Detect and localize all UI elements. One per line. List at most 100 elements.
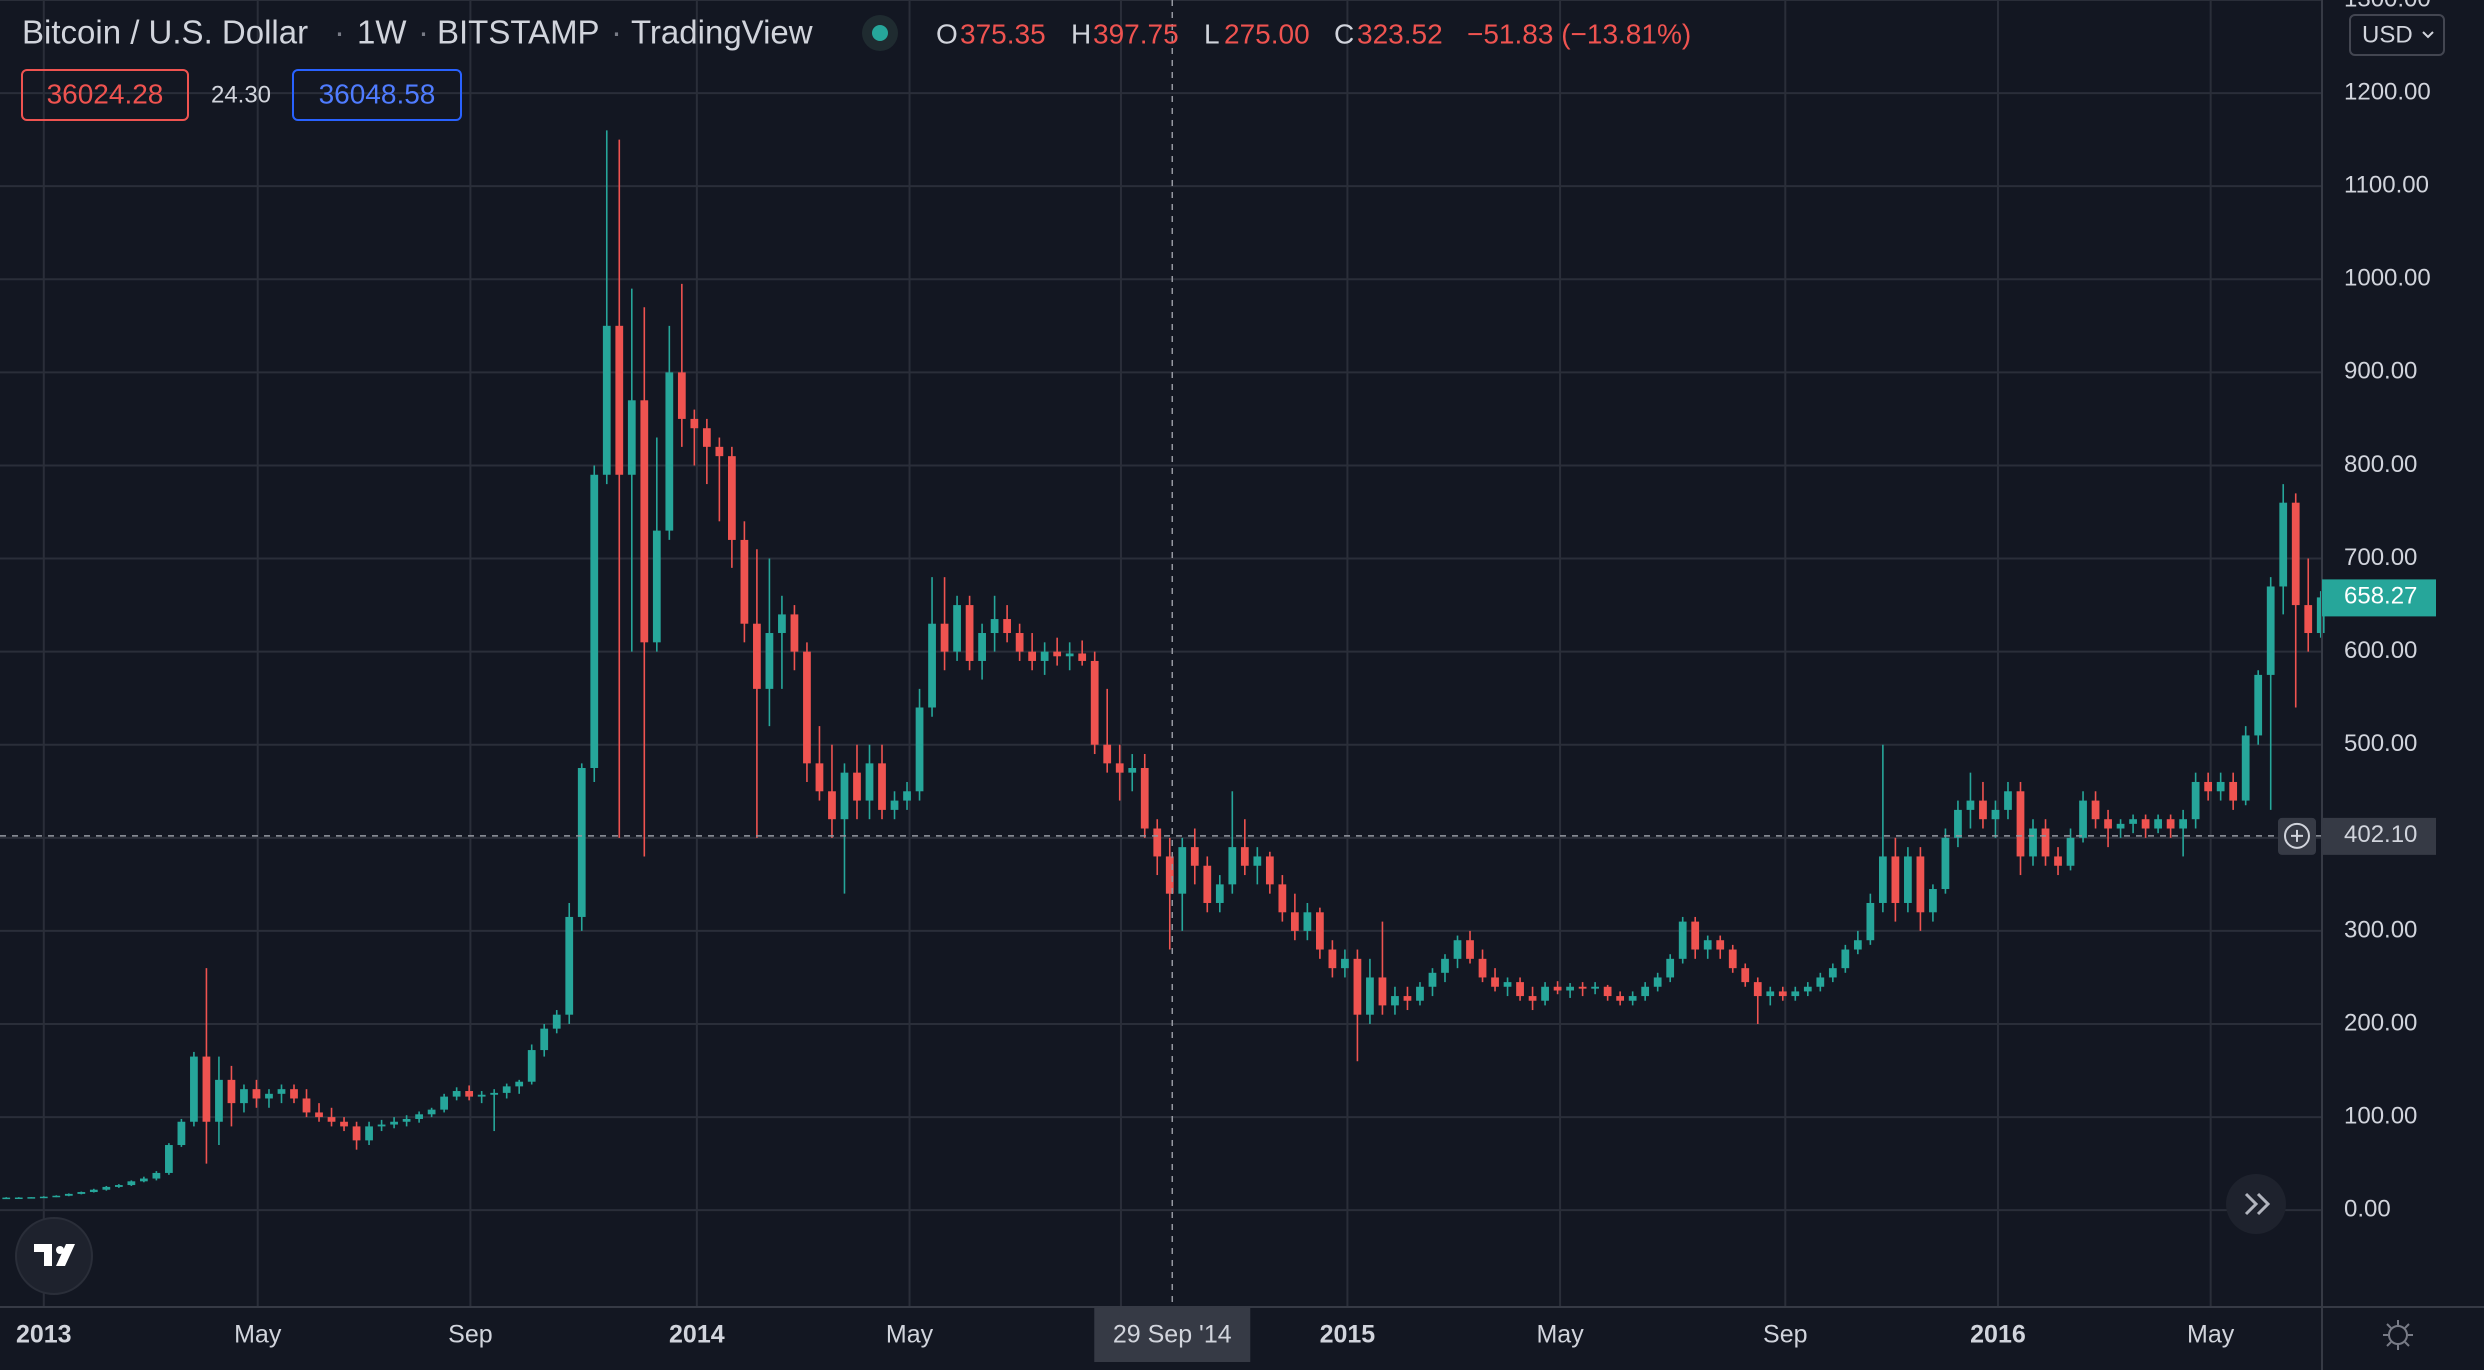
candle-body [515, 1081, 524, 1087]
candle-body [1453, 940, 1462, 959]
candle-body [915, 707, 924, 792]
candle-body [590, 474, 599, 769]
candle-body [865, 763, 874, 801]
candle-body [2116, 823, 2125, 829]
candle-body [2141, 819, 2150, 829]
candle-body [1503, 982, 1512, 987]
candle-body [2004, 791, 2012, 810]
close-label: C [1334, 18, 1354, 49]
candle-body [1203, 865, 1212, 903]
candle-body [2266, 586, 2275, 675]
candle-body [1253, 856, 1262, 866]
candle-body [1466, 940, 1474, 959]
candle-body [377, 1124, 386, 1127]
y-tick-label: 1300.00 [2344, 0, 2431, 12]
candle-body [627, 400, 636, 475]
candle-body [702, 428, 711, 447]
candle-body [1428, 972, 1437, 987]
candle-body [2179, 819, 2188, 829]
candle-body [1628, 996, 1637, 1001]
candle-body [778, 614, 786, 634]
candle-body [1516, 982, 1524, 997]
candle-body [2254, 674, 2263, 736]
candle-body [240, 1089, 248, 1104]
candle-body [1916, 856, 1925, 913]
candle-body [1566, 986, 1574, 991]
x-tick-label: 2014 [669, 1321, 725, 1349]
candle-body [1591, 986, 1600, 989]
candle-body [1678, 921, 1687, 959]
candle-body [1528, 996, 1537, 1001]
candle-body [327, 1117, 336, 1122]
candle-body [202, 1056, 211, 1122]
symbol: Bitcoin / U.S. Dollar [22, 14, 308, 51]
currency: USD [2362, 21, 2413, 48]
x-tick-label: Sep [1763, 1321, 1807, 1349]
candle-body [302, 1098, 311, 1113]
y-tick-label: 0.00 [2344, 1196, 2391, 1223]
y-tick-label: 1100.00 [2344, 172, 2429, 199]
candle-body [1053, 651, 1062, 657]
dropdown-arrow [2422, 31, 2434, 39]
x-tick-label: 2013 [16, 1321, 72, 1349]
crosshair-date-box [1094, 1308, 1251, 1362]
candle-body [1791, 991, 1800, 997]
candle-body [890, 800, 899, 810]
logo [34, 1244, 75, 1266]
candle-body [1265, 856, 1274, 885]
axes: 0.00100.00200.00300.00400.00500.00600.00… [16, 0, 2436, 1362]
candle-body [2304, 605, 2313, 634]
candle-body [390, 1121, 398, 1125]
candle-body [1716, 940, 1725, 950]
candle-body [1178, 847, 1187, 894]
candle-body [1153, 828, 1162, 857]
candle-body [402, 1118, 411, 1122]
y-tick-label: 1000.00 [2344, 265, 2431, 292]
candle-body [2029, 828, 2037, 857]
y-tick-label: 1200.00 [2344, 78, 2431, 105]
candle-body [1441, 958, 1449, 973]
candle-body [753, 623, 761, 689]
candle-body [740, 539, 749, 624]
candle-body [2241, 735, 2250, 801]
candle-body [1603, 986, 1612, 997]
candle-body [2129, 819, 2137, 824]
candle-body [89, 1189, 98, 1193]
candle-body [652, 530, 661, 643]
candle-body [790, 614, 799, 652]
sell-box[interactable] [21, 69, 189, 121]
candle-body [1616, 996, 1625, 1001]
candle-body [665, 372, 674, 531]
candle-body [1753, 982, 1762, 997]
candle-body [277, 1089, 286, 1094]
buy-box[interactable] [292, 69, 462, 121]
candle-body [52, 1195, 61, 1198]
candle-body [2166, 819, 2175, 829]
settings-icon[interactable] [2388, 1325, 2408, 1345]
logo-button[interactable] [15, 1217, 93, 1295]
candle-body [677, 372, 686, 419]
candle-body [315, 1112, 323, 1118]
x-tick-label: Sep [448, 1321, 492, 1349]
last-price-box [2322, 579, 2436, 617]
candle-body [165, 1145, 173, 1173]
candle-body [2204, 781, 2213, 792]
y-tick-label: 200.00 [2344, 1009, 2417, 1036]
candle-body [477, 1094, 486, 1097]
candle-body [1979, 800, 1987, 820]
candle-body [1653, 977, 1662, 987]
candle-body [940, 623, 949, 652]
add-alert-plus [2291, 829, 2303, 842]
candle-body [1028, 651, 1037, 661]
candle-body [1741, 968, 1750, 983]
source: TradingView [631, 14, 813, 51]
currency-dropdown[interactable] [2349, 14, 2445, 56]
high-value: 397.75 [1093, 18, 1179, 49]
status-dot [872, 25, 888, 41]
candle-body [1278, 884, 1287, 913]
low-value: 275.00 [1224, 18, 1310, 49]
candle-body [1140, 768, 1149, 829]
candle-body [440, 1096, 449, 1110]
candle-body [64, 1193, 73, 1196]
candle-body [1966, 800, 1975, 810]
